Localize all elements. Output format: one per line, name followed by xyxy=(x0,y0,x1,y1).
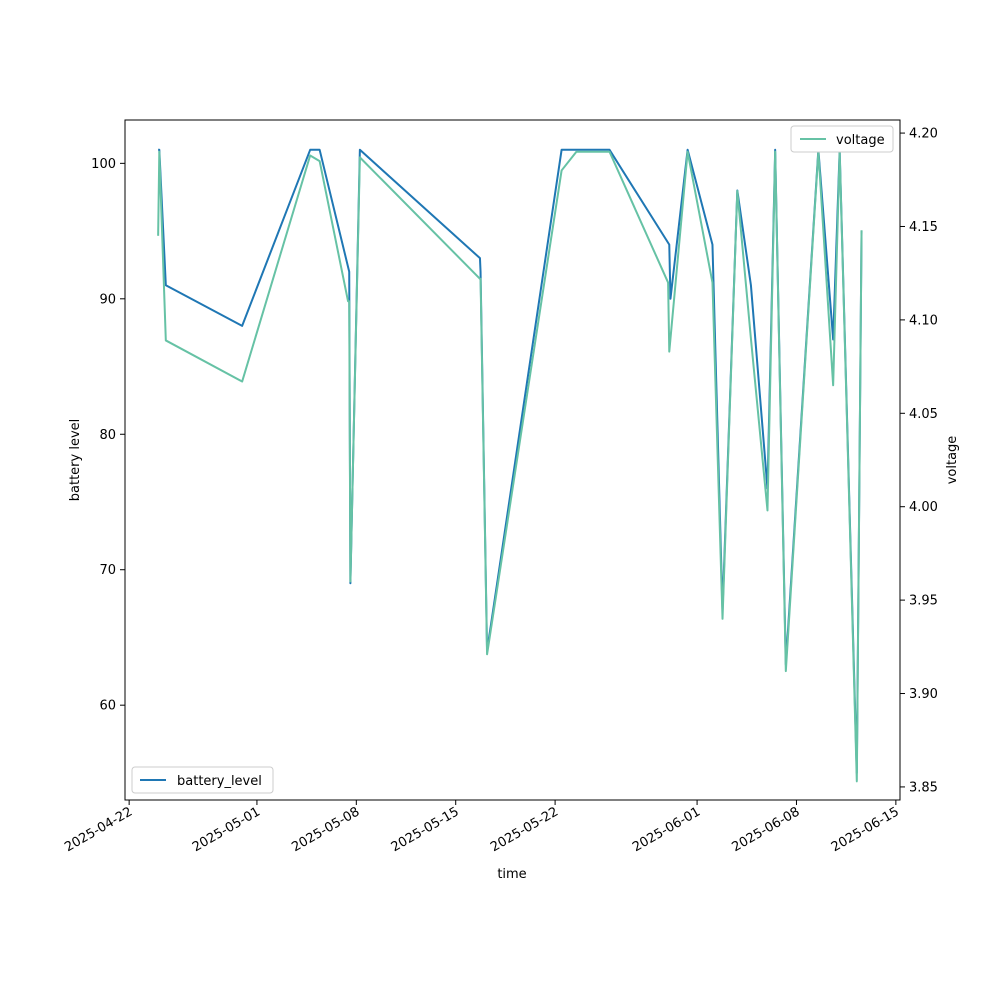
left-y-tick-label: 90 xyxy=(99,292,116,307)
right-y-tick-label: 4.10 xyxy=(909,313,938,328)
right-y-tick-label: 4.20 xyxy=(909,127,938,142)
right-y-tick-label: 4.15 xyxy=(909,220,938,235)
x-tick-label: 2025-06-15 xyxy=(829,804,902,855)
right-y-tick-label: 3.90 xyxy=(909,687,938,702)
legend-voltage: voltage xyxy=(790,125,894,153)
series-line-battery-level xyxy=(158,148,863,774)
right-y-tick-label: 4.05 xyxy=(909,407,938,422)
series-layer xyxy=(157,148,863,783)
left-y-axis: 60 70 80 90 100 xyxy=(91,157,125,714)
legend-battery-level-box xyxy=(131,766,274,794)
left-y-tick-label: 80 xyxy=(99,428,116,443)
x-tick-label: 2025-05-22 xyxy=(488,804,561,855)
x-tick-label: 2025-05-15 xyxy=(389,804,462,855)
left-y-axis-label: battery level xyxy=(68,419,83,502)
series-line-voltage xyxy=(157,150,863,783)
right-y-tick-label: 4.00 xyxy=(909,500,938,515)
x-tick-label: 2025-06-01 xyxy=(630,804,703,855)
legend-battery-level: battery_level xyxy=(131,766,274,794)
legend-voltage-label: voltage xyxy=(836,133,885,148)
legend-voltage-box xyxy=(790,125,894,153)
left-y-tick-label: 100 xyxy=(91,157,116,172)
plot-frame xyxy=(124,119,901,801)
left-y-tick-label: 70 xyxy=(99,563,116,578)
right-y-axis: 3.85 3.90 3.95 4.00 4.05 4.10 4.15 4.20 xyxy=(900,127,938,795)
x-tick-label: 2025-05-01 xyxy=(190,804,263,855)
left-y-tick-label: 60 xyxy=(99,699,116,714)
x-tick-label: 2025-04-22 xyxy=(62,804,135,855)
x-axis: 2025-04-22 2025-05-01 2025-05-08 2025-05-15… xyxy=(62,800,902,855)
right-y-axis-label: voltage xyxy=(945,436,960,485)
x-tick-label: 2025-06-08 xyxy=(730,804,803,855)
x-axis-label: time xyxy=(497,867,526,882)
right-y-tick-label: 3.85 xyxy=(909,780,938,795)
right-y-tick-label: 3.95 xyxy=(909,594,938,609)
x-tick-label: 2025-05-08 xyxy=(289,804,362,855)
legend-battery-level-label: battery_level xyxy=(177,774,262,789)
